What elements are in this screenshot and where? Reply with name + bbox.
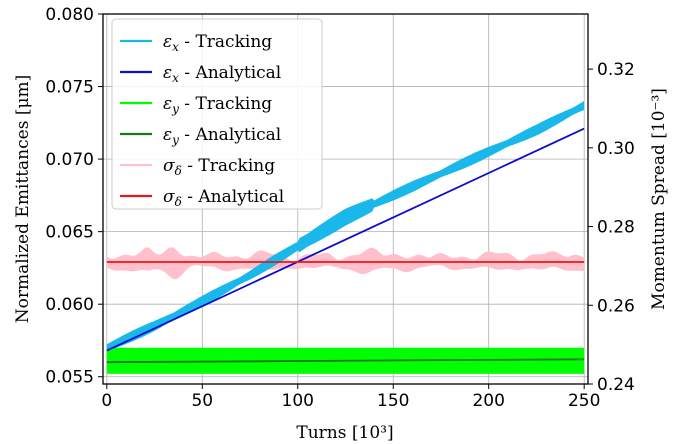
legend-label: σδ - Analytical (163, 187, 284, 209)
plot-area (106, 100, 585, 374)
series-ey-analytical (106, 358, 585, 364)
x-tick-label: 200 (472, 391, 504, 411)
y-tick-label-left: 0.075 (45, 78, 94, 98)
x-tick-label: 150 (377, 391, 409, 411)
y-tick-label-left: 0.080 (45, 5, 94, 25)
x-tick-label: 0 (101, 391, 112, 411)
x-axis-label: Turns [10³] (296, 423, 393, 443)
y-axis-right: 0.24 0.26 0.28 0.30 0.32 (588, 60, 635, 395)
legend: εx - Tracking εx - Analytical εy - Trackin… (111, 18, 323, 210)
y-tick-label-left: 0.070 (45, 150, 94, 170)
legend-label: εx - Tracking (163, 32, 272, 54)
legend-box (111, 18, 323, 210)
y-axis-right-label: Momentum Spread [10⁻³] (649, 88, 669, 310)
legend-label: εy - Tracking (163, 94, 272, 116)
y-axis-left-label: Normalized Emittances [μm] (13, 75, 33, 324)
x-tick-label: 100 (282, 391, 314, 411)
legend-label: εy - Analytical (163, 125, 281, 147)
y-tick-label-right: 0.26 (597, 296, 635, 316)
x-tick-label: 50 (191, 391, 213, 411)
y-tick-label-right: 0.30 (597, 139, 635, 159)
y-axis-left: 0.055 0.060 0.065 0.070 0.075 0.080 (45, 5, 103, 388)
x-tick-label: 250 (568, 391, 600, 411)
series-ex-tracking (106, 100, 585, 352)
y-tick-label-left: 0.055 (45, 368, 94, 388)
y-tick-label-left: 0.065 (45, 223, 94, 243)
series-ex-analytical (106, 127, 585, 352)
x-axis: 0 50 100 150 200 250 (101, 384, 600, 411)
y-tick-label-left: 0.060 (45, 295, 94, 315)
plot-frame (102, 13, 589, 385)
y-tick-label-right: 0.32 (597, 60, 635, 80)
legend-label: εx - Analytical (163, 63, 281, 85)
y-tick-label-right: 0.24 (597, 375, 635, 395)
y-tick-label-right: 0.28 (597, 218, 635, 238)
legend-label: σδ - Tracking (163, 156, 275, 178)
series-sd-tracking (106, 247, 585, 280)
